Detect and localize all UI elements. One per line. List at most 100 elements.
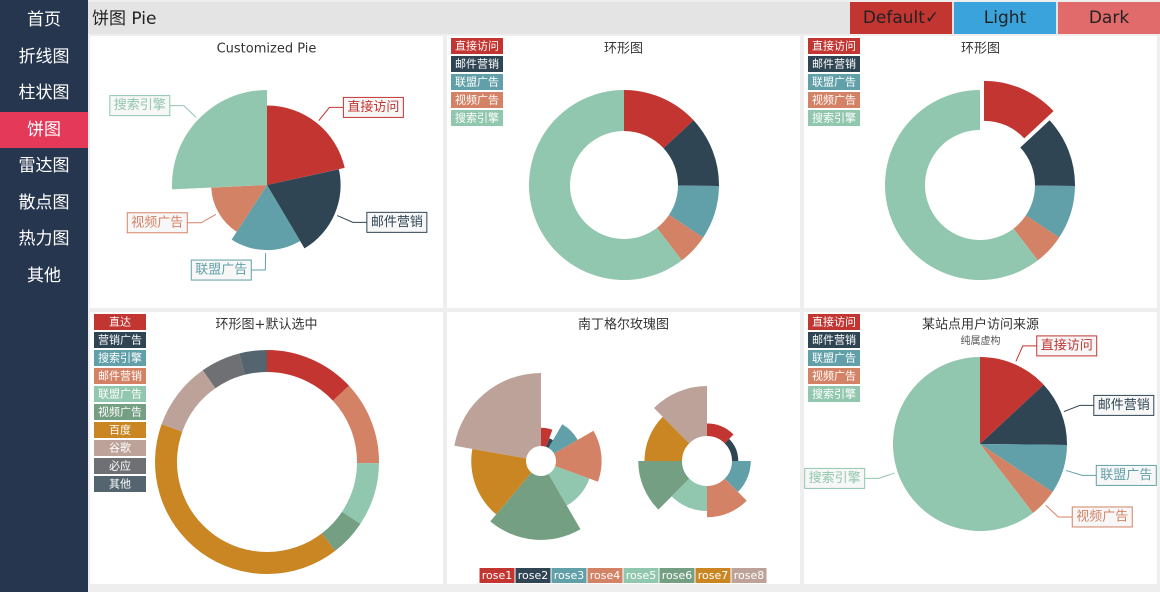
legend-swatch[interactable] [451,92,503,108]
legend-swatch[interactable] [808,314,860,330]
legend-swatch[interactable] [451,56,503,72]
label-line [337,215,367,223]
legend-swatch[interactable] [94,458,146,474]
legend-swatch[interactable] [479,568,515,583]
legend-label[interactable]: 必应 [109,459,131,473]
legend-label[interactable]: 百度 [109,423,131,437]
legend-label[interactable]: 直接访问 [812,315,856,329]
legend-label[interactable]: 搜索引擎 [812,111,856,125]
legend-swatch[interactable] [808,56,860,72]
legend-swatch[interactable] [659,568,695,583]
theme-button[interactable]: Light [954,2,1056,34]
legend-label[interactable]: rose7 [698,569,729,582]
legend-label[interactable]: 邮件营销 [455,57,499,71]
legend-label[interactable]: rose3 [554,569,585,582]
legend-label[interactable]: 视频广告 [455,93,499,107]
legend-label[interactable]: 搜索引擎 [812,387,856,401]
legend-label[interactable]: 直接访问 [812,39,856,53]
legend-swatch[interactable] [94,368,146,384]
legend-label[interactable]: rose2 [518,569,549,582]
legend-label[interactable]: 联盟广告 [812,352,856,365]
legend-label[interactable]: rose1 [482,569,513,582]
menu-item[interactable]: 柱状图 [18,83,70,103]
legend-swatch[interactable] [451,38,503,54]
label-box [109,95,171,117]
pie-slice [231,185,301,251]
pie-slice [983,80,1054,139]
legend-swatch[interactable] [451,74,503,90]
legend-label[interactable]: 联盟广告 [98,388,142,401]
legend-swatch[interactable] [808,92,860,108]
label-line [1063,404,1094,412]
pie-slice [541,427,553,447]
legend-label[interactable]: 联盟广告 [812,76,856,89]
legend-swatch[interactable] [808,386,860,402]
legend-swatch[interactable] [94,440,146,456]
legend-label[interactable]: 邮件营销 [98,369,142,383]
legend-swatch[interactable] [515,568,551,583]
menu-item[interactable]: 折线图 [18,46,70,67]
legend-swatch[interactable] [94,404,146,420]
legend-label[interactable]: 视频广告 [812,369,856,383]
legend-label[interactable]: 直接访问 [455,39,499,53]
legend-swatch[interactable] [808,38,860,54]
legend-label[interactable]: rose8 [734,569,765,582]
legend-swatch[interactable] [94,386,146,402]
legend-label[interactable]: 搜索引擎 [98,351,142,365]
legend-swatch[interactable] [94,350,146,366]
legend-label[interactable]: 营销广告 [98,333,142,347]
legend-swatch[interactable] [451,110,503,126]
pie-slice [1013,215,1060,261]
legend-swatch[interactable] [94,314,146,330]
legend-swatch[interactable] [808,332,860,348]
menu-item[interactable]: 热力图 [18,229,70,249]
legend-swatch[interactable] [808,74,860,90]
legend-swatch[interactable] [94,422,146,438]
legend-label[interactable]: 视频广告 [812,93,856,107]
label-line [1045,505,1073,518]
label-line [187,213,217,224]
menu-item[interactable]: 首页 [27,10,61,30]
legend-label[interactable]: 谷歌 [109,441,131,455]
pie-slice [267,169,341,249]
legend-swatch[interactable] [551,568,587,583]
legend-label[interactable]: 联盟广告 [455,76,499,89]
theme-button[interactable]: Dark [1058,2,1160,34]
pie-slice [885,90,1038,280]
slice-label: 搜索引擎 [114,98,166,113]
legend-swatch[interactable] [695,568,731,583]
pie-slice [653,386,707,444]
legend-label[interactable]: 其他 [109,478,131,491]
legend-swatch[interactable] [623,568,659,583]
label-box [190,259,252,281]
legend-label[interactable]: 邮件营销 [812,333,856,347]
pie-slice [161,370,216,432]
legend-label[interactable]: 邮件营销 [812,57,856,71]
chart-title: 南丁格尔玫瑰图 [578,317,669,333]
slice-label: 邮件营销 [1098,398,1150,413]
legend-swatch[interactable] [808,110,860,126]
legend-swatch[interactable] [808,368,860,384]
legend-swatch[interactable] [94,332,146,348]
legend-label[interactable]: rose6 [662,569,693,582]
legend-label[interactable]: 直达 [109,315,131,329]
chart-panel: 南丁格尔玫瑰图 rose1 rose2 rose3 rose4 rose5 rose6 ros… [447,312,800,584]
pie-slice [893,357,1033,531]
slice-label: 直接访问 [1041,337,1093,353]
legend-label[interactable]: 搜索引擎 [455,111,499,125]
theme-button[interactable]: Default✓ [850,2,952,34]
legend-swatch[interactable] [808,350,860,366]
menu-item[interactable]: 其他 [27,265,61,286]
legend-label[interactable]: 视频广告 [98,405,142,419]
pie-slice [1025,185,1075,238]
menu-item[interactable]: 雷达图 [18,156,70,176]
legend-label[interactable]: rose5 [626,569,657,582]
legend-swatch[interactable] [94,476,146,492]
legend-swatch[interactable] [587,568,623,583]
menu-item[interactable]: 散点图 [18,192,70,213]
menu-item[interactable]: 饼图 [0,111,88,148]
legend-label[interactable]: rose4 [590,569,621,582]
charts: Customized Pie直接访问邮件营销联盟广告视频广告搜索引擎环形图直接访… [90,36,1157,584]
legend-swatch[interactable] [731,568,767,583]
